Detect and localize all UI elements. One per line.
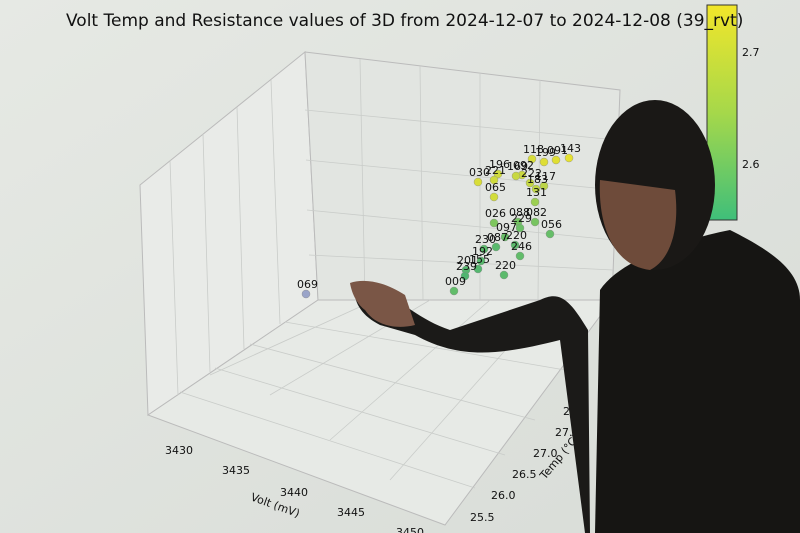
axes-box (139, 50, 621, 526)
temp-tick-label: 26.5 (512, 468, 537, 481)
point (473, 177, 483, 187)
point-label: 065 (485, 181, 506, 194)
person (350, 100, 800, 533)
point (531, 184, 541, 194)
point-label: 229 (511, 212, 532, 225)
point (515, 223, 525, 233)
point (510, 240, 520, 250)
temp-tick-label: 25.5 (470, 511, 495, 524)
colorbar-tick-label: 2.6 (742, 158, 760, 171)
point-label: 230 (475, 233, 496, 246)
point-label: 117 (535, 170, 556, 183)
point-label: 246 (511, 240, 532, 253)
point-label: 199 (535, 146, 556, 159)
point-label: 026 (485, 207, 506, 220)
point (530, 217, 540, 227)
point (564, 153, 574, 163)
point-label: 091 (547, 144, 568, 157)
temp-tick-label: 27.0 (533, 447, 558, 460)
point-label: 088 (509, 206, 530, 219)
point (511, 171, 521, 181)
point (499, 270, 509, 280)
point (515, 251, 525, 261)
point (491, 242, 501, 252)
point (301, 289, 311, 299)
point-label: 056 (541, 218, 562, 231)
ticks: 3430343534403445345028.027.527.026.526.0… (165, 46, 760, 533)
point-label: 201 (457, 254, 478, 267)
point (539, 181, 549, 191)
point-label: 082 (526, 206, 547, 219)
point-label: 155 (469, 253, 490, 266)
point (493, 169, 503, 179)
point (530, 197, 540, 207)
volt-tick-label: 3430 (165, 444, 193, 457)
point-label: 239 (456, 260, 477, 273)
point-label: 092 (513, 159, 534, 172)
point (551, 155, 561, 165)
point-label: 030 (469, 166, 490, 179)
point-label: 087 (487, 231, 508, 244)
point-label: 221 (485, 164, 506, 177)
point (500, 232, 510, 242)
volt-tick-label: 3445 (337, 506, 365, 519)
point-label: 118 (523, 143, 544, 156)
point-label: 192 (472, 245, 493, 258)
point (473, 264, 483, 274)
point-label: 222 (521, 167, 542, 180)
point-label: 169 (507, 160, 528, 173)
point (527, 154, 537, 164)
point-label: 220 (495, 259, 516, 272)
point-label: 196 (489, 158, 510, 171)
point (539, 157, 549, 167)
temp-tick-label: 26.0 (491, 489, 516, 502)
point (489, 192, 499, 202)
title: Volt Temp and Resistance values of 3D fr… (66, 11, 743, 31)
point-label: 097 (496, 221, 517, 234)
point-label: 143 (560, 142, 581, 155)
point (489, 218, 499, 228)
point-label: 183 (527, 173, 548, 186)
point-label: 131 (526, 186, 547, 199)
colorbar-tick-label: 2.7 (742, 46, 760, 59)
volt-tick-label: 3435 (222, 464, 250, 477)
point (479, 244, 489, 254)
point (449, 286, 459, 296)
point-label: 220 (506, 229, 527, 242)
point-label: 009 (445, 275, 466, 288)
point (489, 175, 499, 185)
point (476, 256, 486, 266)
point-label: 069 (297, 278, 318, 291)
point (525, 178, 535, 188)
point (460, 271, 470, 281)
volt-tick-label: 3440 (280, 486, 308, 499)
point (545, 229, 555, 239)
volt-tick-label: 3450 (396, 526, 424, 533)
